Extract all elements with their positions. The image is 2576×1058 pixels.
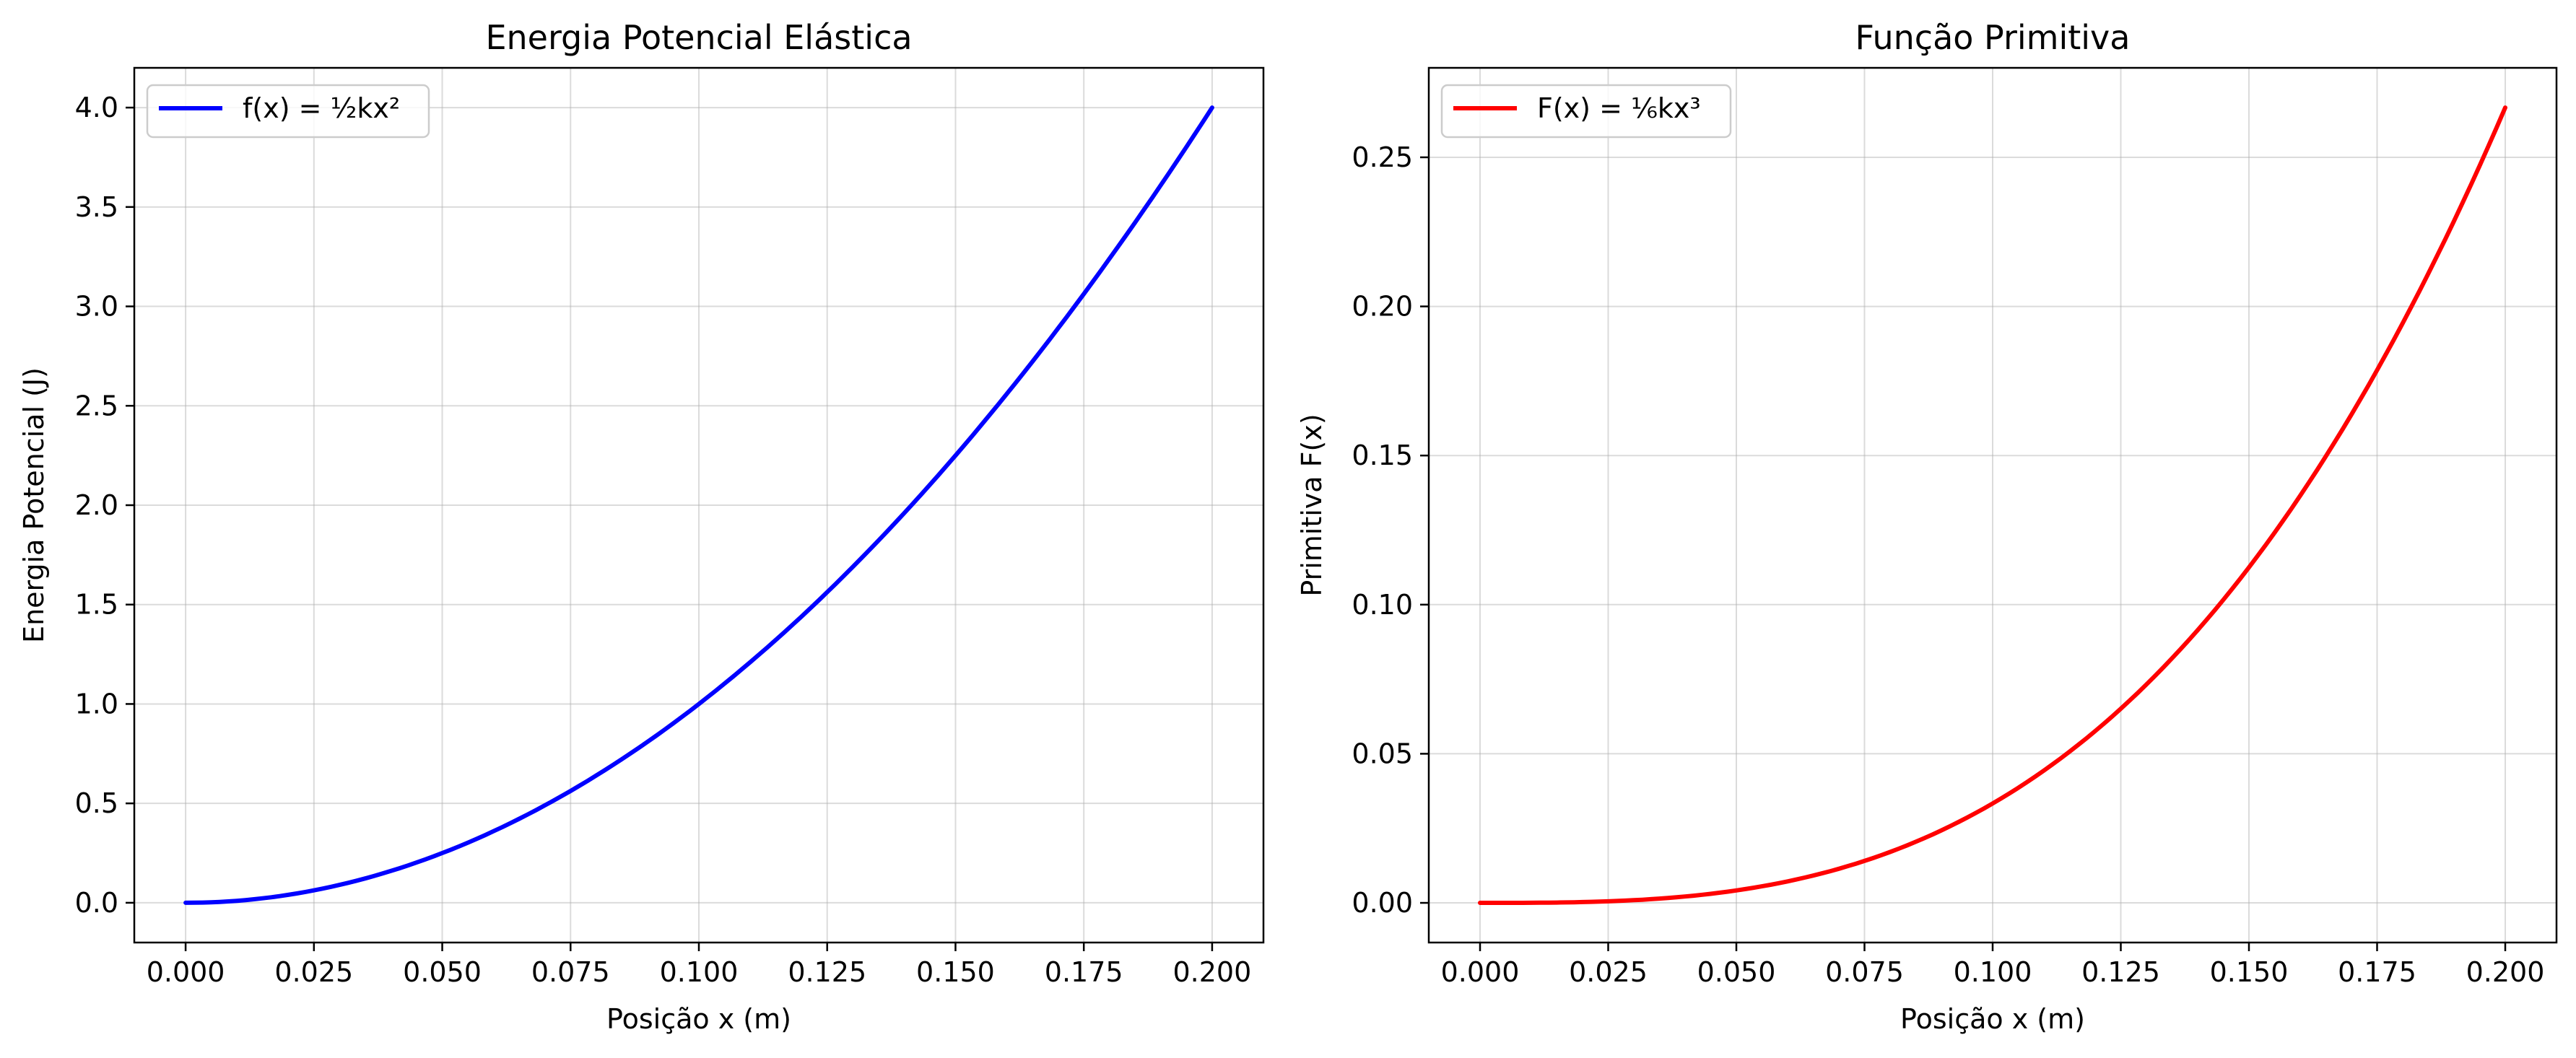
- y-tick-label: 1.5: [75, 589, 118, 621]
- y-tick-label: 0.15: [1352, 440, 1413, 471]
- legend-box: [146, 84, 430, 139]
- grid-layer: [1429, 68, 2557, 943]
- y-tick-label: 1.0: [75, 688, 118, 720]
- series-line: [183, 105, 1214, 905]
- x-tick-label: 0.075: [531, 956, 610, 988]
- x-tick-label: 0.050: [1697, 956, 1776, 988]
- tick-layer: 0.000 0.025 0.050 0.075 0.100 0.125 0.150 0.175…: [75, 92, 1252, 988]
- x-tick-label: 0.125: [2081, 956, 2160, 988]
- x-tick-label: 0.200: [2466, 956, 2545, 988]
- y-tick-label: 0.00: [1352, 887, 1413, 919]
- x-tick-label: 0.050: [403, 956, 482, 988]
- series-layer: [1478, 105, 2507, 905]
- x-tick-label: 0.175: [2338, 956, 2416, 988]
- y-tick-label: 2.5: [75, 390, 118, 421]
- series-line: [1478, 105, 2507, 905]
- y-tick-label: 3.5: [75, 191, 118, 223]
- x-axis-label: Posição x (m): [1900, 1003, 2085, 1035]
- y-tick-label: 2.0: [75, 489, 118, 521]
- series-layer: [183, 105, 1214, 905]
- y-tick-label: 0.5: [75, 787, 118, 819]
- chart-panel-primitiva: 0.000 0.025 0.050 0.075 0.100 0.125 0.150 0.175…: [1296, 18, 2558, 1035]
- y-axis-label: Energia Potencial (J): [18, 367, 50, 643]
- y-tick-label: 0.20: [1352, 291, 1413, 323]
- x-tick-label: 0.200: [1173, 956, 1252, 988]
- x-tick-label: 0.100: [1954, 956, 2032, 988]
- grid-layer: [134, 68, 1263, 943]
- x-tick-label: 0.000: [1441, 956, 1520, 988]
- chart-title: Função Primitiva: [1855, 18, 2131, 57]
- plot-frame: [1427, 66, 2558, 944]
- legend: F(x) = ⅙kx³: [1440, 84, 1732, 139]
- x-tick-label: 0.025: [274, 956, 353, 988]
- y-tick-label: 3.0: [75, 291, 118, 323]
- legend-box: [1440, 84, 1732, 139]
- x-axis-label: Posição x (m): [606, 1003, 791, 1035]
- x-tick-label: 0.000: [147, 956, 225, 988]
- y-tick-label: 0.0: [75, 887, 118, 919]
- x-tick-label: 0.150: [916, 956, 995, 988]
- x-tick-label: 0.075: [1825, 956, 1904, 988]
- y-tick-label: 0.10: [1352, 589, 1413, 621]
- legend: f(x) = ½kx²: [146, 84, 430, 139]
- y-tick-label: 0.25: [1352, 141, 1413, 173]
- y-tick-label: 0.05: [1352, 738, 1413, 769]
- y-tick-label: 4.0: [75, 92, 118, 123]
- x-tick-label: 0.150: [2210, 956, 2289, 988]
- x-tick-label: 0.175: [1045, 956, 1123, 988]
- chart-title: Energia Potencial Elástica: [485, 18, 912, 57]
- legend-label-f: f(x) = ½kx²: [243, 92, 400, 124]
- plot-frame: [133, 66, 1265, 944]
- x-tick-label: 0.100: [660, 956, 739, 988]
- x-tick-label: 0.025: [1569, 956, 1648, 988]
- tick-layer: 0.000 0.025 0.050 0.075 0.100 0.125 0.150 0.175…: [1352, 141, 2544, 988]
- legend-label-F: F(x) = ⅙kx³: [1537, 92, 1701, 124]
- chart-panel-energia: 0.000 0.025 0.050 0.075 0.100 0.125 0.150 0.175…: [18, 18, 1265, 1035]
- x-tick-label: 0.125: [788, 956, 866, 988]
- y-axis-label: Primitiva F(x): [1296, 414, 1328, 596]
